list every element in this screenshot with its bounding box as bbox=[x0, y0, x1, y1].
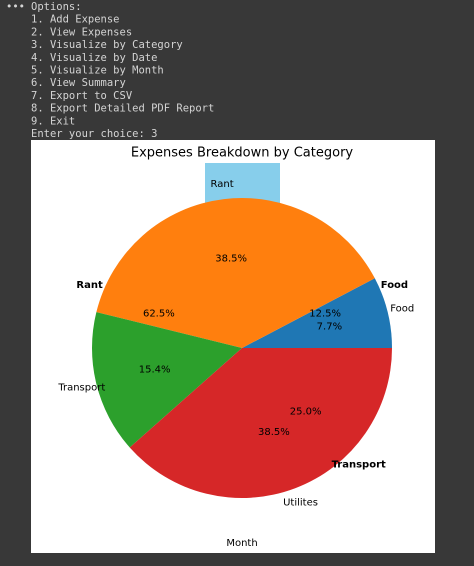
slice-label: Utilites bbox=[283, 497, 318, 508]
console-line: 4. Visualize by Date bbox=[31, 52, 157, 64]
console-line: 9. Exit bbox=[31, 115, 75, 127]
console-line: 7. Export to CSV bbox=[31, 90, 133, 102]
console-line: Options: bbox=[31, 1, 82, 13]
overlap-bar bbox=[205, 163, 280, 205]
overlap-percent: 25.0% bbox=[290, 407, 322, 418]
overlap-label: Food bbox=[381, 280, 408, 291]
console-line: 2. View Expenses bbox=[31, 26, 132, 38]
slice-percent: 38.5% bbox=[215, 254, 247, 265]
pie-slice bbox=[96, 198, 375, 348]
console-line: 6. View Summary bbox=[31, 77, 126, 89]
console-line: 1. Add Expense bbox=[31, 14, 120, 26]
x-axis-label: Month bbox=[226, 538, 257, 549]
slice-label: Transport bbox=[57, 382, 105, 393]
pie-slice bbox=[129, 348, 392, 498]
pie-slice bbox=[242, 278, 393, 348]
slice-label: Food bbox=[390, 304, 414, 315]
slice-percent: 15.4% bbox=[139, 365, 171, 376]
overlap-label: Rant bbox=[76, 280, 103, 291]
overlap-percent: 62.5% bbox=[143, 309, 175, 320]
console-line: 3. Visualize by Category bbox=[31, 39, 183, 51]
output-menu-icon[interactable]: ••• bbox=[6, 1, 25, 13]
console-line: Enter your choice: 3 bbox=[31, 128, 157, 140]
slice-label: Rant bbox=[211, 179, 234, 190]
slice-percent: 7.7% bbox=[317, 321, 342, 332]
overlap-percent: 12.5% bbox=[309, 309, 341, 320]
chart-title: Expenses Breakdown by Category bbox=[131, 146, 354, 161]
overlap-label: Transport bbox=[332, 460, 386, 471]
pie-slice bbox=[92, 312, 242, 448]
console-line: 5. Visualize by Month bbox=[31, 65, 164, 77]
slice-percent: 38.5% bbox=[258, 427, 290, 438]
console-line: 8. Export Detailed PDF Report bbox=[31, 103, 214, 115]
